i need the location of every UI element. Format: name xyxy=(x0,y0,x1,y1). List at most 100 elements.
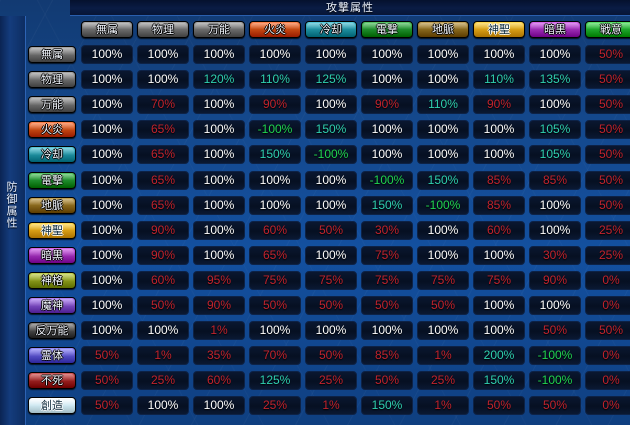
affinity-cell[interactable]: 50% xyxy=(249,295,301,315)
affinity-cell[interactable]: 65% xyxy=(249,245,301,265)
affinity-cell[interactable]: 75% xyxy=(473,270,525,290)
affinity-cell[interactable]: 50% xyxy=(585,120,630,140)
row-header-無属[interactable]: 無属 xyxy=(28,46,76,64)
column-header-地脈[interactable]: 地脈 xyxy=(417,20,469,38)
affinity-cell[interactable]: 100% xyxy=(249,170,301,190)
affinity-cell[interactable]: -100% xyxy=(529,371,581,391)
affinity-cell[interactable]: 200% xyxy=(473,346,525,366)
affinity-cell[interactable]: 100% xyxy=(417,145,469,165)
affinity-cell[interactable]: 100% xyxy=(361,145,413,165)
column-header-火炎[interactable]: 火炎 xyxy=(249,20,301,38)
affinity-cell[interactable]: 100% xyxy=(81,321,133,341)
affinity-cell[interactable]: 25% xyxy=(585,245,630,265)
affinity-cell[interactable]: 125% xyxy=(305,70,357,90)
affinity-cell[interactable]: -100% xyxy=(361,170,413,190)
affinity-cell[interactable]: 50% xyxy=(361,295,413,315)
affinity-cell[interactable]: 90% xyxy=(529,270,581,290)
affinity-cell[interactable]: 105% xyxy=(529,145,581,165)
affinity-cell[interactable]: 70% xyxy=(137,95,189,115)
affinity-cell[interactable]: 25% xyxy=(249,396,301,416)
affinity-cell[interactable]: 100% xyxy=(193,195,245,215)
affinity-cell[interactable]: -100% xyxy=(249,120,301,140)
affinity-cell[interactable]: 50% xyxy=(305,346,357,366)
affinity-cell[interactable]: 100% xyxy=(305,170,357,190)
affinity-cell[interactable]: 100% xyxy=(81,270,133,290)
column-header-電撃[interactable]: 電撃 xyxy=(361,20,413,38)
column-header-無属[interactable]: 無属 xyxy=(81,20,133,38)
affinity-cell[interactable]: 70% xyxy=(249,346,301,366)
affinity-cell[interactable]: 0% xyxy=(585,396,630,416)
affinity-cell[interactable]: 30% xyxy=(529,245,581,265)
affinity-cell[interactable]: 75% xyxy=(361,270,413,290)
affinity-cell[interactable]: 85% xyxy=(529,170,581,190)
affinity-cell[interactable]: 100% xyxy=(137,321,189,341)
affinity-cell[interactable]: 1% xyxy=(417,346,469,366)
affinity-cell[interactable]: 50% xyxy=(585,195,630,215)
affinity-cell[interactable]: 125% xyxy=(249,371,301,391)
affinity-cell[interactable]: 100% xyxy=(249,195,301,215)
affinity-cell[interactable]: 100% xyxy=(417,45,469,65)
affinity-cell[interactable]: 100% xyxy=(193,145,245,165)
affinity-cell[interactable]: 100% xyxy=(417,245,469,265)
affinity-cell[interactable]: 100% xyxy=(529,220,581,240)
affinity-cell[interactable]: 85% xyxy=(361,346,413,366)
affinity-cell[interactable]: 100% xyxy=(529,95,581,115)
row-header-電撃[interactable]: 電撃 xyxy=(28,171,76,189)
affinity-cell[interactable]: 100% xyxy=(305,195,357,215)
row-header-反万能[interactable]: 反万能 xyxy=(28,322,76,340)
affinity-cell[interactable]: 100% xyxy=(81,170,133,190)
affinity-cell[interactable]: 150% xyxy=(361,396,413,416)
affinity-cell[interactable]: 100% xyxy=(529,295,581,315)
affinity-cell[interactable]: 50% xyxy=(529,321,581,341)
affinity-cell[interactable]: 50% xyxy=(585,145,630,165)
column-header-冷却[interactable]: 冷却 xyxy=(305,20,357,38)
affinity-cell[interactable]: 100% xyxy=(193,220,245,240)
affinity-cell[interactable]: 150% xyxy=(249,145,301,165)
affinity-cell[interactable]: 150% xyxy=(361,195,413,215)
affinity-cell[interactable]: 65% xyxy=(137,120,189,140)
affinity-cell[interactable]: 100% xyxy=(529,195,581,215)
affinity-cell[interactable]: 50% xyxy=(417,295,469,315)
row-header-物理[interactable]: 物理 xyxy=(28,71,76,89)
affinity-cell[interactable]: 100% xyxy=(137,70,189,90)
affinity-cell[interactable]: 100% xyxy=(417,120,469,140)
affinity-cell[interactable]: 90% xyxy=(361,95,413,115)
column-header-暗黒[interactable]: 暗黒 xyxy=(529,20,581,38)
affinity-cell[interactable]: 50% xyxy=(137,295,189,315)
affinity-cell[interactable]: 100% xyxy=(529,45,581,65)
affinity-cell[interactable]: 100% xyxy=(361,120,413,140)
affinity-cell[interactable]: 1% xyxy=(137,346,189,366)
affinity-cell[interactable]: 100% xyxy=(193,245,245,265)
affinity-cell[interactable]: 50% xyxy=(585,170,630,190)
affinity-cell[interactable]: 105% xyxy=(529,120,581,140)
affinity-cell[interactable]: 65% xyxy=(137,195,189,215)
affinity-cell[interactable]: 75% xyxy=(305,270,357,290)
affinity-cell[interactable]: 25% xyxy=(417,371,469,391)
affinity-cell[interactable]: -100% xyxy=(417,195,469,215)
affinity-cell[interactable]: 100% xyxy=(81,45,133,65)
row-header-火炎[interactable]: 火炎 xyxy=(28,121,76,139)
affinity-cell[interactable]: 0% xyxy=(585,295,630,315)
affinity-cell[interactable]: 100% xyxy=(193,396,245,416)
column-header-神聖[interactable]: 神聖 xyxy=(473,20,525,38)
affinity-cell[interactable]: 30% xyxy=(361,220,413,240)
affinity-cell[interactable]: 100% xyxy=(81,145,133,165)
affinity-cell[interactable]: 100% xyxy=(305,245,357,265)
affinity-cell[interactable]: 100% xyxy=(305,45,357,65)
affinity-cell[interactable]: 0% xyxy=(585,371,630,391)
column-header-戦意[interactable]: 戦意 xyxy=(585,20,630,38)
affinity-cell[interactable]: 0% xyxy=(585,346,630,366)
affinity-cell[interactable]: 100% xyxy=(305,95,357,115)
row-header-神聖[interactable]: 神聖 xyxy=(28,221,76,239)
affinity-cell[interactable]: 100% xyxy=(249,321,301,341)
affinity-cell[interactable]: -100% xyxy=(529,346,581,366)
affinity-cell[interactable]: 100% xyxy=(81,195,133,215)
affinity-cell[interactable]: 100% xyxy=(193,95,245,115)
affinity-cell[interactable]: 150% xyxy=(417,170,469,190)
affinity-cell[interactable]: 65% xyxy=(137,170,189,190)
affinity-cell[interactable]: 75% xyxy=(249,270,301,290)
affinity-cell[interactable]: 50% xyxy=(81,396,133,416)
affinity-cell[interactable]: 60% xyxy=(137,270,189,290)
affinity-cell[interactable]: -100% xyxy=(305,145,357,165)
affinity-cell[interactable]: 100% xyxy=(193,45,245,65)
